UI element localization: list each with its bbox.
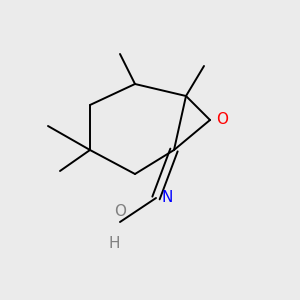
Text: O: O: [114, 204, 126, 219]
Text: H: H: [108, 236, 120, 250]
Text: O: O: [217, 112, 229, 128]
Text: N: N: [161, 190, 173, 206]
